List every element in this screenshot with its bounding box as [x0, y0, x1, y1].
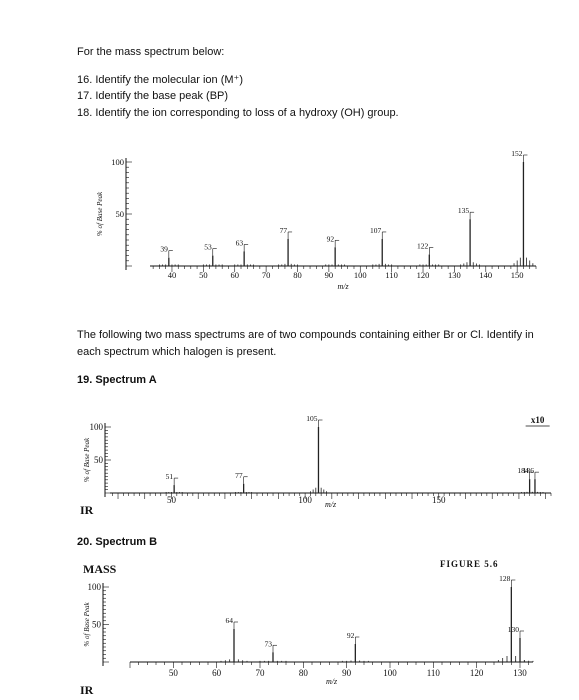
peak-label: 107 [370, 226, 382, 235]
peak-label: 63 [236, 238, 244, 247]
peak-label: 135 [458, 206, 470, 215]
mass-label: MASS [83, 562, 117, 576]
peak-label: 64 [226, 616, 234, 625]
y-axis-label: % of Base Peak [96, 191, 104, 236]
peak-label: 77 [280, 226, 288, 235]
x-tick-label: 50 [169, 668, 179, 678]
peak-label: 92 [347, 631, 355, 640]
x-tick-label: 150 [511, 270, 524, 280]
mass-spectrum-1: 50 100 % of Base Peak 40 50 60 70 80 90 100 110 120… [96, 149, 537, 291]
x-tick-label: 90 [342, 668, 352, 678]
x-tick-label: 50 [167, 495, 177, 505]
x-tick-label: 70 [262, 270, 271, 280]
spectrum-b-heading: 20. Spectrum B [77, 536, 158, 548]
peak-label: 184 [517, 466, 529, 475]
x-tick-label: 120 [470, 668, 484, 678]
figure-caption: FIGURE 5.6 [440, 559, 499, 569]
peak-label: 51 [166, 472, 174, 481]
peak-label: 92 [327, 234, 335, 243]
x-tick-label: 60 [230, 270, 239, 280]
peak-label: 77 [235, 471, 243, 480]
x-tick-label: 140 [479, 270, 492, 280]
x-tick-label: 130 [513, 668, 527, 678]
halogen-prompt-line2: each spectrum which halogen is present. [77, 346, 277, 358]
y-axis-label: % of Base Peak [83, 437, 91, 482]
question-18: 18. Identify the ion corresponding to lo… [77, 107, 399, 119]
y-tick-label: 100 [90, 422, 104, 432]
y-tick-label: 50 [92, 620, 102, 630]
halogen-prompt-line1: The following two mass spectrums are of … [77, 329, 534, 341]
x-tick-label: 80 [299, 668, 309, 678]
peak-label: 105 [306, 414, 318, 423]
x-tick-label: 100 [354, 270, 367, 280]
ir-label-b: IR [80, 683, 94, 697]
x-axis-label: m/z [337, 282, 349, 291]
x-tick-label: 70 [256, 668, 266, 678]
peak-label: 130 [508, 625, 520, 634]
x-tick-label: 110 [427, 668, 441, 678]
ir-label-a: IR [80, 503, 94, 517]
x-tick-label: 90 [325, 270, 334, 280]
x-tick-label: 50 [199, 270, 208, 280]
x-tick-label: 80 [293, 270, 302, 280]
x-tick-label: 110 [385, 270, 397, 280]
spectrum-a-heading: 19. Spectrum A [77, 374, 157, 386]
y-tick-label: 100 [111, 157, 124, 167]
peak-label: 128 [499, 574, 511, 583]
y-tick-label: 50 [116, 209, 125, 219]
x-tick-label: 40 [168, 270, 177, 280]
peak-label: 53 [204, 243, 212, 252]
x-tick-label: 100 [298, 495, 312, 505]
x-tick-label: 60 [212, 668, 222, 678]
x-tick-label: 100 [383, 668, 397, 678]
peak-label: 73 [265, 639, 273, 648]
x-axis-label: m/z [326, 677, 338, 686]
x-axis-label: m/z [325, 500, 337, 509]
peak-label: 152 [511, 149, 523, 158]
peak-label: 186 [523, 466, 535, 475]
y-tick-label: 100 [88, 582, 102, 592]
x-tick-label: 130 [448, 270, 461, 280]
question-17: 17. Identify the base peak (BP) [77, 90, 229, 102]
zoom-label: x10 [531, 415, 545, 425]
peak-label: 39 [160, 245, 168, 254]
x-tick-label: 150 [432, 495, 446, 505]
peak-label: 122 [417, 242, 429, 251]
x-tick-label: 120 [417, 270, 430, 280]
question-16: 16. Identify the molecular ion (M⁺) [77, 74, 243, 86]
intro-text: For the mass spectrum below: [77, 46, 225, 58]
y-tick-label: 50 [94, 455, 104, 465]
y-axis-label: % of Base Peak [83, 602, 91, 647]
